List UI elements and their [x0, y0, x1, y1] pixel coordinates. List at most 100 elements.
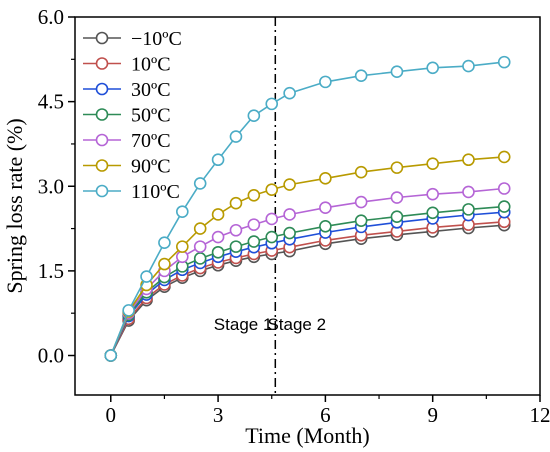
- legend-label: −10ºC: [131, 28, 182, 50]
- data-point: [283, 178, 296, 191]
- legend-marker: [95, 82, 109, 96]
- data-point: [497, 150, 511, 164]
- series-6: [104, 55, 511, 362]
- data-point: [211, 245, 225, 259]
- data-point: [176, 250, 189, 264]
- legend-marker: [95, 31, 109, 45]
- data-point: [193, 240, 207, 253]
- plot-frame: [74, 16, 541, 396]
- legend-item: 30ºC: [83, 79, 171, 101]
- data-point: [229, 130, 243, 143]
- legend-marker: [95, 184, 109, 198]
- y-tick-label: 4.5: [38, 90, 64, 114]
- data-point: [497, 55, 511, 69]
- legend-item: 70ºC: [83, 130, 171, 152]
- data-point: [319, 220, 332, 233]
- legend-marker: [95, 57, 109, 70]
- data-point: [140, 270, 153, 283]
- series-5: [104, 150, 511, 362]
- x-axis-label: Time (Month): [245, 423, 369, 448]
- data-point: [211, 208, 225, 221]
- data-point: [426, 61, 439, 75]
- legend-label: 110ºC: [131, 181, 180, 203]
- legend-label: 10ºC: [131, 54, 171, 76]
- data-point: [229, 196, 243, 210]
- series-4: [104, 182, 511, 362]
- y-tick-label: 3.0: [38, 174, 64, 198]
- y-tick-label: 0.0: [38, 344, 64, 368]
- data-point: [247, 218, 261, 231]
- x-tick-label: 12: [530, 403, 550, 427]
- series-3: [104, 200, 511, 362]
- data-point: [390, 161, 404, 174]
- data-point: [158, 257, 171, 271]
- y-axis-label: Spring loss rate (%): [2, 118, 27, 293]
- data-point: [283, 208, 296, 221]
- data-point: [265, 230, 279, 244]
- data-point: [319, 75, 332, 89]
- legend-label: 90ºC: [131, 156, 171, 178]
- data-point: [265, 212, 279, 226]
- stage-annotation: Stage 2: [267, 315, 326, 334]
- legend-item: 10ºC: [83, 54, 171, 76]
- data-point: [462, 153, 475, 167]
- data-point: [211, 230, 225, 244]
- data-point: [265, 183, 279, 196]
- data-point: [390, 191, 404, 204]
- data-point: [176, 205, 189, 218]
- legend: −10ºC 10ºC 30ºC 50ºC 70ºC 90ºC 110ºC: [83, 28, 182, 203]
- data-point: [354, 214, 368, 227]
- legend-item: 110ºC: [83, 181, 180, 203]
- data-point: [462, 203, 475, 216]
- data-point: [426, 187, 439, 201]
- legend-marker: [95, 159, 109, 172]
- data-point: [122, 304, 135, 317]
- data-point: [390, 65, 404, 79]
- data-point: [104, 349, 118, 362]
- legend-label: 30ºC: [131, 79, 171, 101]
- series-layer: [104, 55, 511, 362]
- data-point: [247, 235, 261, 248]
- data-point: [319, 172, 332, 185]
- x-tick-label: 9: [427, 403, 438, 427]
- legend-item: −10ºC: [83, 28, 182, 50]
- data-point: [211, 153, 225, 167]
- legend-label: 50ºC: [131, 105, 171, 127]
- data-point: [229, 223, 243, 237]
- data-point: [193, 252, 207, 265]
- x-tick-label: 0: [106, 403, 117, 427]
- data-point: [283, 86, 296, 100]
- y-tick-label: 6.0: [38, 5, 64, 29]
- data-point: [354, 69, 368, 82]
- data-point: [426, 206, 439, 220]
- x-tick-label: 6: [320, 403, 331, 427]
- legend-item: 90ºC: [83, 156, 171, 178]
- data-point: [265, 97, 279, 111]
- data-point: [247, 188, 261, 202]
- data-point: [229, 240, 243, 253]
- data-point: [158, 236, 171, 249]
- data-point: [462, 59, 475, 73]
- legend-item: 50ºC: [83, 105, 171, 127]
- data-point: [193, 177, 207, 190]
- data-point: [390, 210, 404, 224]
- data-point: [193, 222, 207, 235]
- x-tick-label: 3: [213, 403, 224, 427]
- data-point: [497, 200, 511, 213]
- legend-label: 70ºC: [131, 130, 171, 152]
- data-point: [426, 157, 439, 170]
- y-tick-label: 1.5: [38, 259, 64, 283]
- data-point: [497, 182, 511, 195]
- x-axis: 0 3 6 9 12: [106, 395, 550, 427]
- data-point: [462, 185, 475, 199]
- data-point: [354, 165, 368, 179]
- data-point: [176, 240, 189, 253]
- data-point: [247, 109, 261, 123]
- data-point: [283, 226, 296, 240]
- stage-annotation: Stage 1: [214, 315, 273, 334]
- data-point: [319, 201, 332, 214]
- y-axis: 0.0 1.5 3.0 4.5 6.0: [38, 5, 75, 368]
